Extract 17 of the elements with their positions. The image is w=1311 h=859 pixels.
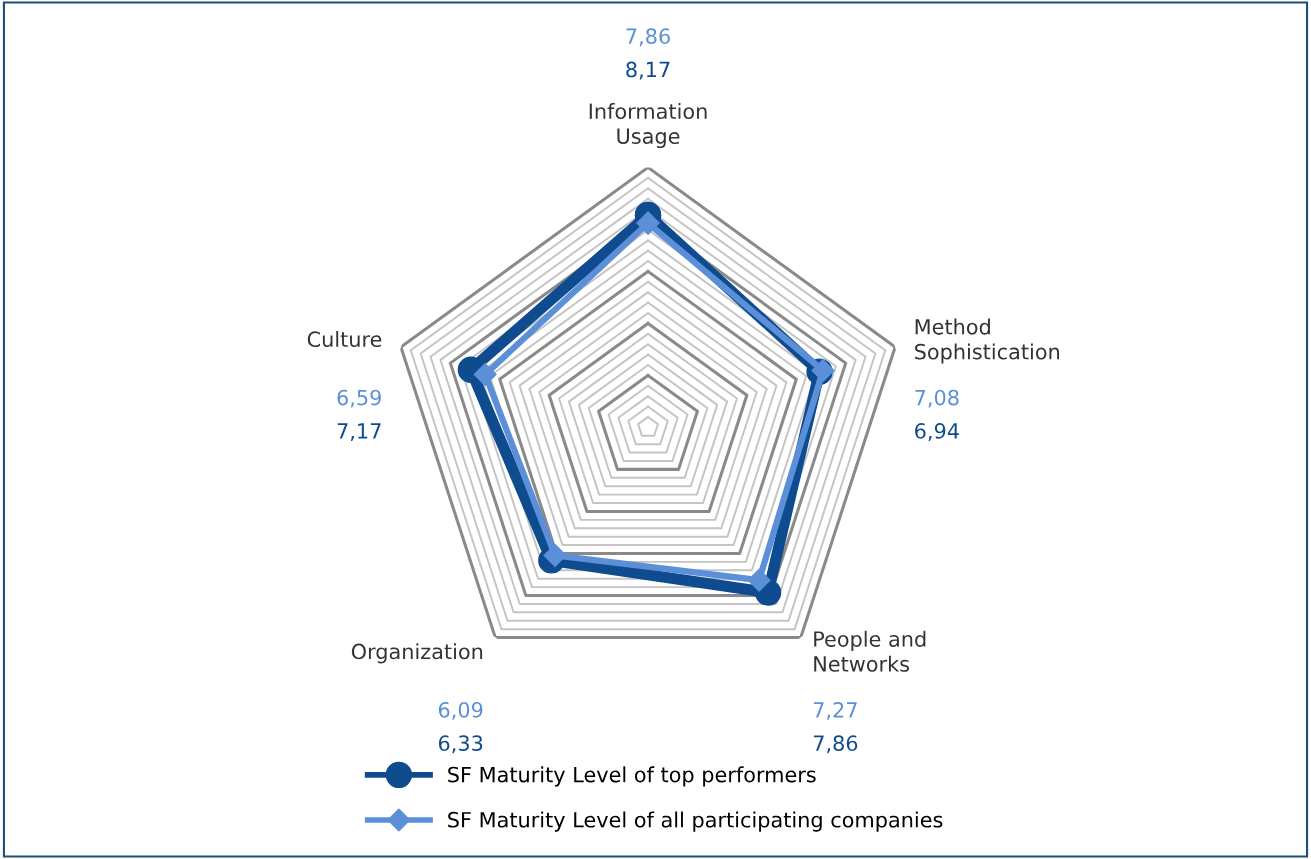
text: 7,27 bbox=[813, 701, 857, 720]
text: 7,08 bbox=[915, 389, 959, 408]
spoke-label: People and Networks bbox=[814, 630, 926, 672]
legend-label: SF Maturity Level of all participating companies bbox=[448, 811, 943, 832]
text: 6,33 bbox=[438, 735, 483, 754]
spoke-label: Culture bbox=[307, 330, 382, 348]
spoke-label: Organization bbox=[351, 643, 483, 664]
text: 7,86 bbox=[626, 28, 670, 47]
spoke-label: Information Usage bbox=[589, 102, 707, 149]
text: 8,17 bbox=[626, 61, 670, 80]
text: 7,17 bbox=[337, 423, 381, 441]
text: 7,86 bbox=[813, 735, 858, 754]
spoke-label: Method Sophistication bbox=[915, 318, 1060, 364]
text: 6,59 bbox=[337, 389, 381, 408]
legend-label: SF Maturity Level of top performers bbox=[448, 766, 816, 787]
text: 6,94 bbox=[915, 423, 959, 441]
text: 6,09 bbox=[438, 701, 483, 720]
